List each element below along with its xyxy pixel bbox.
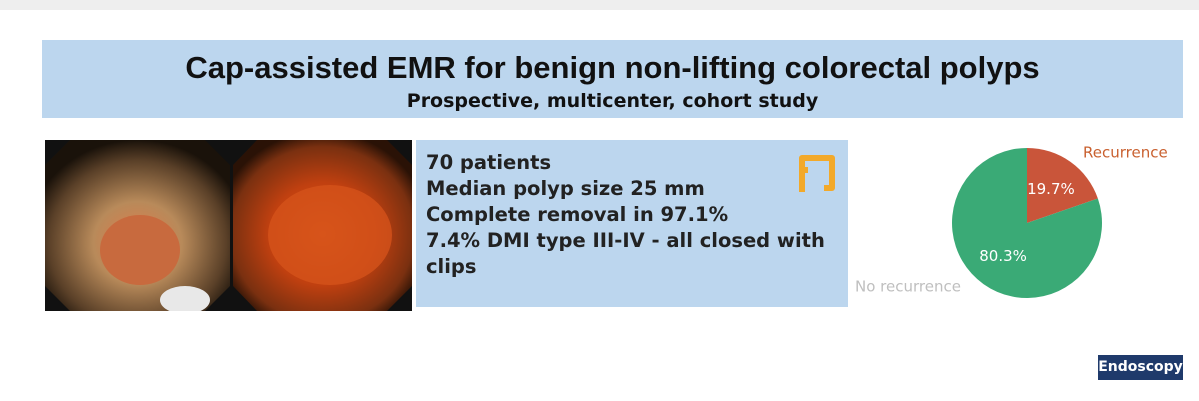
finding: 70 patients [426,150,826,176]
subtitle: Prospective, multicenter, cohort study [42,90,1183,112]
endoscopy-images [45,140,412,311]
value-label: 19.7% [1027,180,1075,198]
finding: 7.4% DMI type III-IV - all closed with c… [426,228,826,280]
finding: Median polyp size 25 mm [426,176,826,202]
page: Cap-assisted EMR for benign non-lifting … [0,0,1199,401]
finding: Complete removal in 97.1% [426,202,826,228]
top-band [0,0,1199,10]
category-label: No recurrence [855,278,961,296]
colon-icon [794,150,840,198]
pie-chart: 19.7% Recurrence 80.3% No recurrence [850,130,1190,310]
header: Cap-assisted EMR for benign non-lifting … [42,40,1183,118]
category-label: Recurrence [1083,144,1168,162]
journal-badge: Endoscopy [1098,355,1183,380]
value-label: 80.3% [979,247,1027,265]
title: Cap-assisted EMR for benign non-lifting … [42,50,1183,86]
